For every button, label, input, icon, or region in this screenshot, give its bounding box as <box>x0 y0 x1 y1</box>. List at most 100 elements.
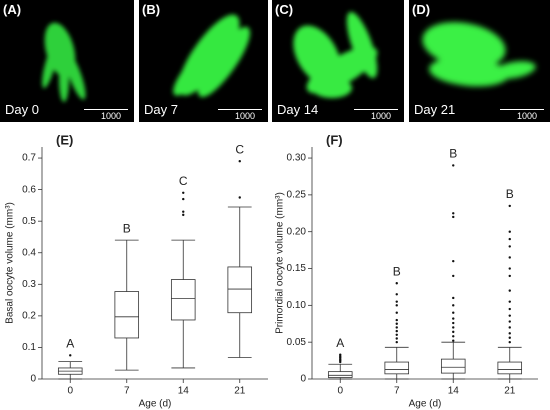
scale-bar <box>500 109 544 110</box>
x-tick-label: 7 <box>124 386 130 397</box>
outlier <box>395 311 398 314</box>
panel-label: (E) <box>56 132 73 147</box>
outlier <box>452 326 455 329</box>
outlier <box>452 317 455 320</box>
image-panel: (C) Day 14 1000 <box>272 0 404 122</box>
outlier <box>452 259 455 263</box>
outlier <box>508 300 511 303</box>
outlier <box>238 196 241 199</box>
y-axis-label: Basal oocyte volume (mm³) <box>5 202 16 324</box>
outlier <box>452 330 455 334</box>
y-tick-label: 0.05 <box>287 337 307 348</box>
y-tick-label: 0 <box>300 374 306 385</box>
box <box>227 266 253 314</box>
panel-day: Day 14 <box>277 102 319 117</box>
scale-label: 1000 <box>516 111 537 121</box>
image-panel: (B) Day 7 1000 <box>139 0 268 122</box>
x-tick-label: 14 <box>448 386 460 397</box>
outlier <box>182 197 185 201</box>
outlier <box>508 336 511 339</box>
outlier <box>452 311 455 314</box>
panel-day: Day 21 <box>414 102 456 117</box>
y-tick-label: 0.2 <box>22 311 36 322</box>
y-tick-label: 0.3 <box>22 279 36 290</box>
x-tick-label: 7 <box>394 386 400 397</box>
x-tick-label: 0 <box>67 386 73 397</box>
box <box>497 361 523 375</box>
x-axis-label: Age (d) <box>139 399 172 410</box>
outlier <box>182 213 185 217</box>
group-letter: C <box>235 142 244 156</box>
box <box>114 291 140 339</box>
outlier <box>339 353 342 356</box>
image-panel: (D) Day 21 1000 <box>409 0 550 122</box>
outlier <box>452 339 455 342</box>
outlier <box>238 160 241 163</box>
outlier <box>508 256 511 259</box>
y-tick-label: 0.1 <box>22 342 36 353</box>
outlier <box>452 215 455 219</box>
outlier <box>395 304 398 307</box>
outlier <box>452 321 455 325</box>
image-panel: (A) Day 0 1000 <box>0 0 134 122</box>
group-letter: B <box>393 264 401 278</box>
outlier <box>395 282 398 285</box>
scale-bar <box>218 109 262 110</box>
outlier <box>395 300 398 303</box>
outlier <box>508 307 511 311</box>
outlier <box>508 314 511 317</box>
panel-label: (B) <box>142 2 161 17</box>
box <box>384 361 410 375</box>
group-letter: A <box>66 336 74 350</box>
y-tick-label: 0.30 <box>287 153 307 164</box>
box <box>170 279 196 321</box>
outlier <box>508 320 511 323</box>
outlier <box>508 332 511 335</box>
outlier <box>395 326 398 329</box>
x-tick-label: 21 <box>504 386 516 397</box>
group-letter: B <box>506 187 514 201</box>
x-tick-label: 0 <box>337 386 343 397</box>
outlier <box>395 318 398 322</box>
panel-label: (A) <box>3 2 22 17</box>
outlier <box>508 237 511 241</box>
outlier <box>395 322 398 325</box>
outlier <box>508 204 511 208</box>
outlier <box>508 289 511 292</box>
outlier <box>69 354 72 357</box>
y-tick-label: 0.5 <box>22 216 36 227</box>
y-tick-label: 0.15 <box>287 263 307 274</box>
outlier <box>508 245 511 248</box>
y-tick-label: 0.25 <box>287 190 307 201</box>
group-letter: B <box>123 221 131 235</box>
group-letter: A <box>336 336 344 350</box>
scale-label: 1000 <box>234 111 255 121</box>
outlier <box>182 191 185 194</box>
y-tick-label: 0.20 <box>287 226 307 237</box>
y-tick-label: 0.7 <box>22 153 36 164</box>
outlier <box>452 274 455 278</box>
y-axis-label: Primordial oocyte volume (mm³) <box>275 192 286 334</box>
outlier <box>395 333 398 337</box>
panel-label: (F) <box>326 132 343 147</box>
y-tick-label: 0.4 <box>22 247 36 258</box>
scale-label: 1000 <box>100 111 121 121</box>
outlier <box>452 212 455 215</box>
box <box>440 358 466 374</box>
outlier <box>395 337 398 340</box>
panel-day: Day 0 <box>5 102 39 117</box>
group-letter: B <box>449 147 457 161</box>
outlier <box>452 304 455 307</box>
panel-day: Day 7 <box>144 102 178 117</box>
outlier <box>182 210 185 213</box>
y-tick-label: 0 <box>30 374 36 385</box>
outlier <box>395 293 398 296</box>
outlier <box>508 267 511 270</box>
y-tick-label: 0.6 <box>22 184 36 195</box>
panel-label: (C) <box>275 2 294 17</box>
outlier <box>395 329 398 333</box>
scale-label: 1000 <box>370 111 391 121</box>
outlier <box>452 335 455 338</box>
